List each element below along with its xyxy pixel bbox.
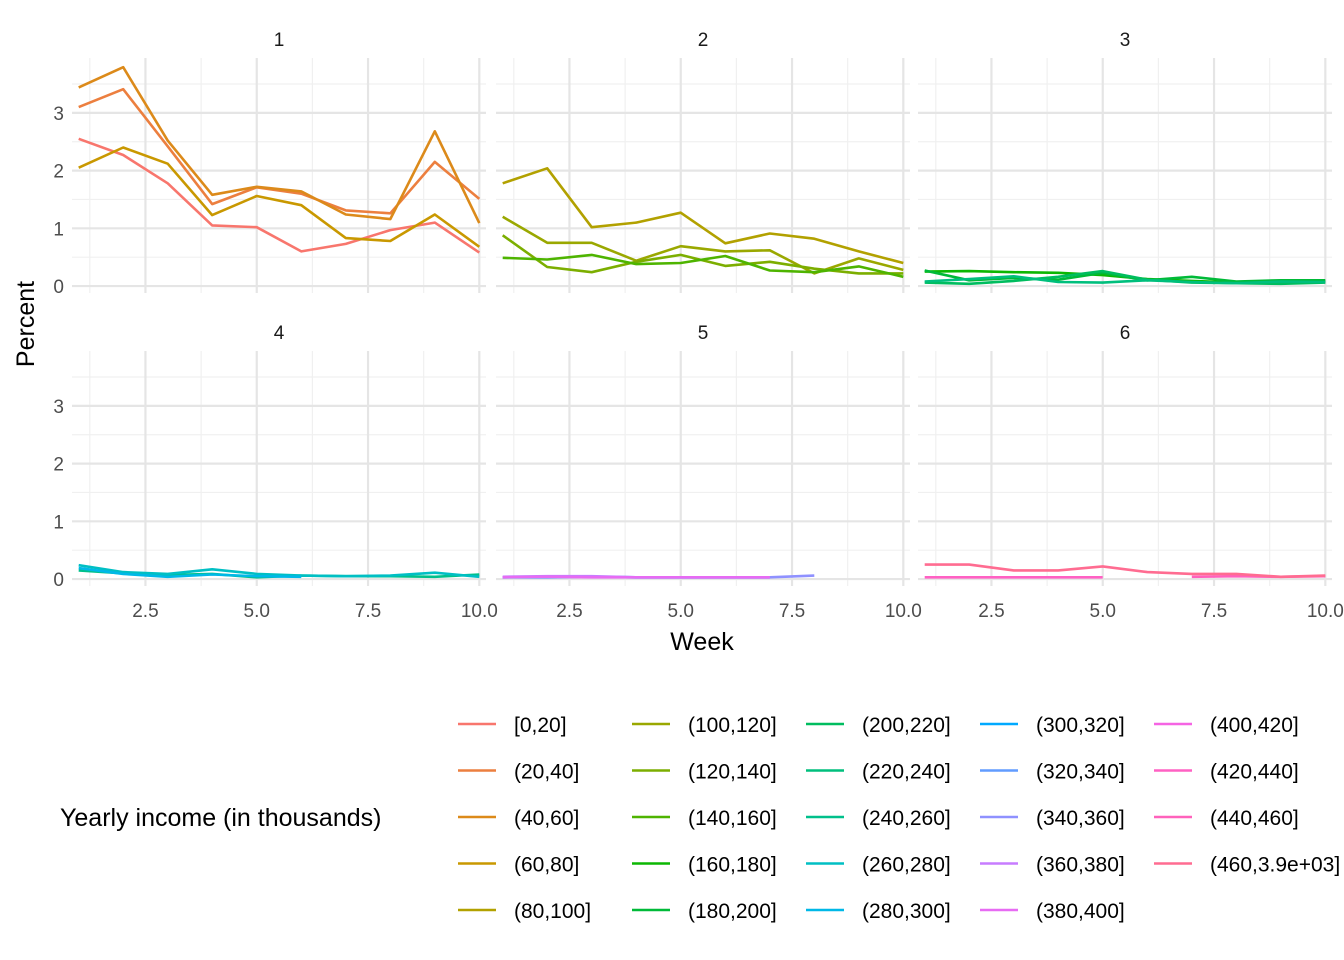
facet-panel-6: 6 2.5 5.0 7.5 10.0 (918, 323, 1344, 622)
y-tick-label: 1 (53, 512, 64, 533)
x-tick-label: 5.0 (668, 601, 694, 622)
series-line (502, 215, 904, 275)
series-line (78, 146, 481, 248)
x-tick-label: 7.5 (1201, 601, 1227, 622)
legend-label: (240,260] (862, 807, 951, 830)
x-tick-label: 7.5 (355, 601, 381, 622)
legend-label: (100,120] (688, 714, 777, 737)
x-tick-label: 10.0 (885, 601, 922, 622)
legend-entry: (180,200] (632, 900, 777, 923)
legend-label: (260,280] (862, 854, 951, 877)
facet-strip-label: 5 (698, 323, 709, 344)
series-line (78, 65, 481, 224)
x-axis-title: Week (670, 628, 734, 656)
x-tick-label: 5.0 (1090, 601, 1116, 622)
facet-strip-label: 2 (698, 30, 709, 51)
legend-label: (460,3.9e+03] (1210, 854, 1340, 877)
legend-entry: (320,340] (980, 761, 1125, 784)
legend-entry: (160,180] (632, 854, 777, 877)
y-tick-label: 2 (53, 455, 64, 476)
legend-entry: (380,400] (980, 900, 1125, 923)
legend-entry: (120,140] (632, 761, 777, 784)
facet-panel-1: 1 0 1 2 3 (53, 30, 486, 298)
legend-label: [0,20] (514, 714, 567, 737)
x-tick-label: 2.5 (556, 601, 582, 622)
x-tick-label: 2.5 (978, 601, 1004, 622)
legend-label: (220,240] (862, 761, 951, 784)
facet-strip-label: 1 (274, 30, 285, 51)
x-tick-label: 7.5 (779, 601, 805, 622)
facet-panel-2: 2 (496, 30, 910, 293)
legend-label: (340,360] (1036, 807, 1125, 830)
facet-strip-label: 3 (1120, 30, 1131, 51)
x-tick-label: 10.0 (1307, 601, 1344, 622)
legend-label: (440,460] (1210, 807, 1299, 830)
series-line (924, 563, 1326, 579)
legend-label: (60,80] (514, 854, 579, 877)
series-line (78, 563, 480, 579)
legend-entry: (420,440] (1154, 761, 1299, 784)
facet-strip-label: 6 (1120, 323, 1131, 344)
legend-label: (80,100] (514, 900, 591, 923)
legend-entry: (40,60] (458, 807, 579, 830)
y-tick-label: 0 (53, 570, 64, 591)
facet-panel-4: 4 0 1 2 3 2.5 5.0 7.5 10.0 (53, 323, 497, 622)
legend-entry: (280,300] (806, 900, 951, 923)
x-tick-label: 10.0 (461, 601, 498, 622)
facet-panel-3: 3 (918, 30, 1332, 293)
legend-entry: (260,280] (806, 854, 951, 877)
legend-entry: (400,420] (1154, 714, 1299, 737)
legend-label: (320,340] (1036, 761, 1125, 784)
legend-label: (120,140] (688, 761, 777, 784)
x-tick-label: 2.5 (132, 601, 158, 622)
legend-entry: (440,460] (1154, 807, 1299, 830)
legend-entry: (80,100] (458, 900, 591, 923)
legend-entry: (240,260] (806, 807, 951, 830)
series-line (78, 137, 481, 254)
series-line (78, 566, 302, 579)
legend-label: (40,60] (514, 807, 579, 830)
legend-label: (160,180] (688, 854, 777, 877)
legend-entry: (140,160] (632, 807, 777, 830)
legend-label: (20,40] (514, 761, 579, 784)
series-line (78, 87, 481, 215)
x-tick-label: 5.0 (244, 601, 270, 622)
legend-label: (380,400] (1036, 900, 1125, 923)
legend: Yearly income (in thousands) [0,20] (20,4… (60, 714, 1340, 923)
legend-label: (280,300] (862, 900, 951, 923)
series-line (924, 274, 1326, 285)
legend-label: (200,220] (862, 714, 951, 737)
y-tick-label: 2 (53, 162, 64, 183)
legend-entry: (20,40] (458, 761, 579, 784)
y-tick-label: 1 (53, 219, 64, 240)
legend-entry: (200,220] (806, 714, 951, 737)
legend-entry: (60,80] (458, 854, 579, 877)
y-axis-title: Percent (12, 281, 40, 367)
series-line (502, 167, 904, 265)
facet-strip-label: 4 (274, 323, 285, 344)
legend-label: (140,160] (688, 807, 777, 830)
y-tick-label: 3 (53, 397, 64, 418)
series-line (502, 253, 904, 279)
y-tick-label: 0 (53, 277, 64, 298)
series-line (502, 575, 770, 579)
legend-title: Yearly income (in thousands) (60, 804, 381, 832)
legend-label: (400,420] (1210, 714, 1299, 737)
facet-panel-5: 5 2.5 5.0 7.5 10.0 (496, 323, 922, 622)
legend-label: (420,440] (1210, 761, 1299, 784)
legend-label: (180,200] (688, 900, 777, 923)
legend-entry: (460,3.9e+03] (1154, 854, 1340, 877)
legend-entry: (300,320] (980, 714, 1125, 737)
legend-entry: (100,120] (632, 714, 777, 737)
legend-label: (300,320] (1036, 714, 1125, 737)
legend-entry: [0,20] (458, 714, 567, 737)
legend-entry: (340,360] (980, 807, 1125, 830)
y-tick-label: 3 (53, 104, 64, 125)
legend-label: (360,380] (1036, 854, 1125, 877)
legend-entry: (360,380] (980, 854, 1125, 877)
legend-entry: (220,240] (806, 761, 951, 784)
